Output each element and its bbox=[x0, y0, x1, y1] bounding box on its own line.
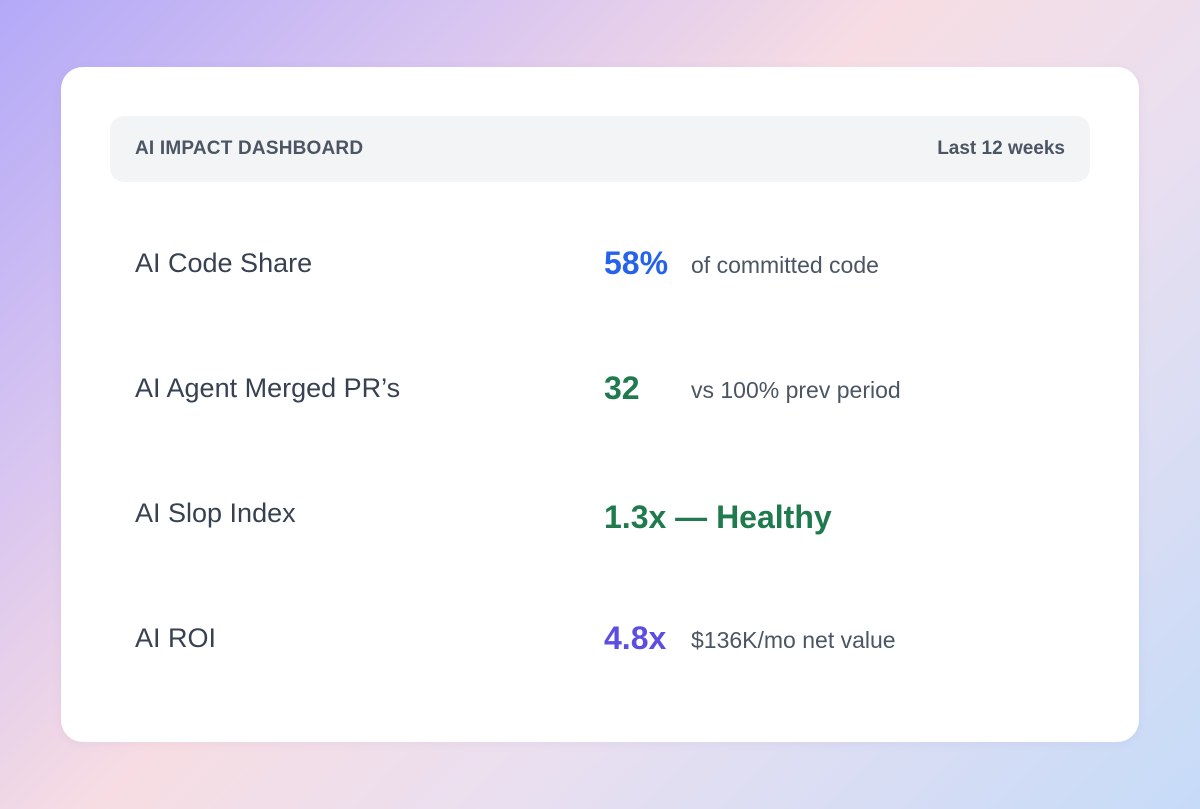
metric-label: AI Slop Index bbox=[135, 498, 296, 528]
metric-row-ai-slop-index: AI Slop Index 1.3x — Healthy bbox=[61, 483, 1139, 543]
metric-row-ai-roi: AI ROI 4.8x $136K/mo net value bbox=[61, 608, 1139, 668]
dashboard-card: AI IMPACT DASHBOARD Last 12 weeks AI Cod… bbox=[61, 67, 1139, 742]
dashboard-title: AI IMPACT DASHBOARD bbox=[135, 138, 364, 159]
metric-value: 4.8x bbox=[604, 620, 667, 656]
metric-row-ai-agent-merged-prs: AI Agent Merged PR’s 32 vs 100% prev per… bbox=[61, 358, 1139, 418]
period-label: Last 12 weeks bbox=[937, 138, 1065, 159]
metric-description: vs 100% prev period bbox=[691, 377, 901, 403]
metric-description: $136K/mo net value bbox=[691, 627, 896, 653]
dashboard-header: AI IMPACT DASHBOARD Last 12 weeks bbox=[110, 116, 1090, 182]
metric-value: 32 bbox=[604, 370, 640, 406]
metric-value: 1.3x — Healthy bbox=[604, 499, 832, 535]
metric-label: AI ROI bbox=[135, 623, 217, 653]
metric-label: AI Agent Merged PR’s bbox=[135, 373, 401, 403]
metric-value: 58% bbox=[604, 245, 669, 281]
metric-row-ai-code-share: AI Code Share 58% of committed code bbox=[61, 233, 1139, 293]
metric-description: of committed code bbox=[691, 252, 879, 278]
metric-label: AI Code Share bbox=[135, 248, 313, 278]
